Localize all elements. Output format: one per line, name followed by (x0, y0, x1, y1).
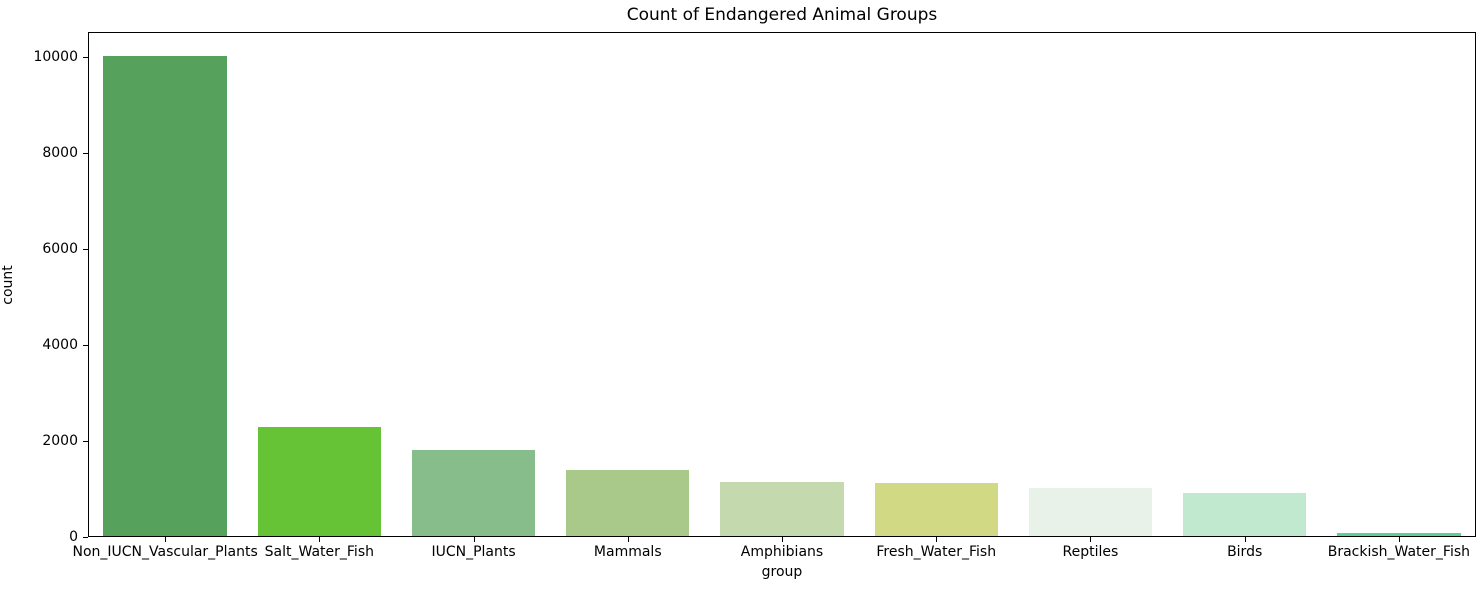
y-tick-label: 10000 (33, 49, 78, 65)
bar-salt_water_fish (257, 427, 382, 536)
y-tick-mark (83, 249, 88, 250)
x-tick-mark (473, 537, 475, 542)
bar-non_iucn_vascular_plants (103, 56, 227, 536)
x-tick-mark (1090, 537, 1092, 542)
x-tick-label: Birds (1227, 544, 1263, 560)
bar-amphibians (720, 482, 844, 536)
x-tick-label: Fresh_Water_Fish (876, 544, 997, 560)
x-tick-label: IUCN_Plants (431, 544, 516, 560)
bar-birds (1182, 493, 1307, 536)
bar-reptiles (1028, 488, 1153, 536)
y-tick-mark (83, 441, 88, 442)
x-axis-title: group (761, 564, 803, 580)
bar-mammals (566, 470, 690, 536)
x-tick-label: Amphibians (740, 544, 824, 560)
x-tick-label: Mammals (593, 544, 662, 560)
x-tick-mark (165, 537, 167, 542)
x-tick-label: Non_IUCN_Vascular_Plants (72, 544, 258, 560)
y-tick-mark (83, 57, 88, 58)
y-tick-label: 6000 (42, 241, 78, 257)
x-tick-label: Reptiles (1062, 544, 1119, 560)
x-tick-mark (1398, 537, 1400, 542)
y-tick-label: 4000 (42, 337, 78, 353)
bar-iucn_plants (411, 450, 536, 536)
plot-area (88, 32, 1476, 537)
y-tick-mark (83, 345, 88, 346)
y-tick-label: 2000 (42, 433, 78, 449)
x-tick-mark (627, 537, 629, 542)
y-tick-label: 8000 (42, 145, 78, 161)
y-tick-label: 0 (69, 529, 78, 545)
x-tick-mark (936, 537, 938, 542)
x-tick-label: Brackish_Water_Fish (1327, 544, 1471, 560)
x-tick-mark (319, 537, 321, 542)
bar-fresh_water_fish (874, 483, 998, 536)
y-tick-mark (83, 537, 88, 538)
chart-title: Count of Endangered Animal Groups (626, 5, 938, 25)
bar-brackish_water_fish (1337, 533, 1461, 536)
x-tick-label: Salt_Water_Fish (264, 544, 374, 560)
x-tick-mark (782, 537, 783, 542)
x-tick-mark (1244, 537, 1246, 542)
y-tick-mark (83, 153, 88, 154)
